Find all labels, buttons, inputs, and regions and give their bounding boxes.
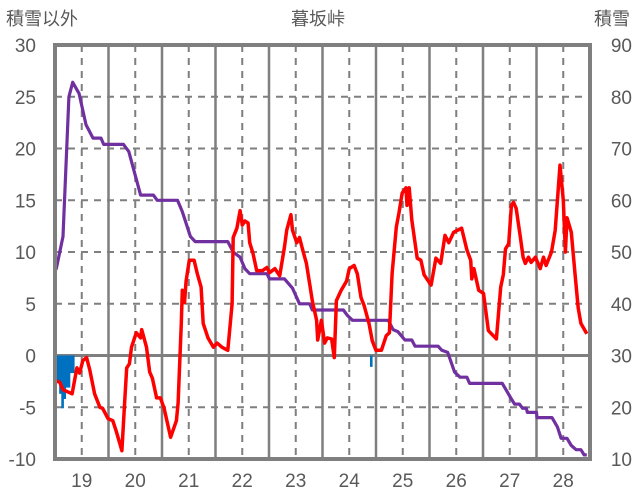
y-left-tick-label: 10 [15, 243, 36, 264]
y-left-tick-label: 30 [15, 36, 36, 57]
x-tick-label: 27 [499, 471, 520, 492]
right-axis-label: 積雪 [594, 9, 630, 30]
precip-bar [63, 355, 67, 399]
y-left-tick-label: -5 [19, 398, 36, 419]
y-right-tick-label: 60 [611, 191, 632, 212]
precip-bar [69, 355, 73, 374]
y-left-tick-label: 25 [15, 88, 36, 109]
snow-depth-line [54, 80, 587, 457]
y-left-tick-label: 5 [25, 295, 36, 316]
x-tick-label: 19 [71, 471, 92, 492]
precip-bar [57, 355, 60, 381]
grid [55, 45, 590, 459]
left-axis-label: 積雪以外 [6, 9, 78, 30]
y-left-tick-label: 15 [15, 191, 36, 212]
precip-bars [54, 355, 373, 409]
precip-bar [65, 355, 69, 388]
x-tick-label: 22 [232, 471, 253, 492]
precip-bar [61, 355, 64, 409]
x-tick-label: 25 [392, 471, 413, 492]
precip-bar [59, 355, 62, 394]
x-tick-label: 23 [285, 471, 306, 492]
temperature-line [54, 163, 589, 453]
precip-bar [67, 355, 71, 388]
y-right-tick-label: 90 [611, 36, 632, 57]
y-right-tick-label: 80 [611, 88, 632, 109]
y-right-tick-label: 50 [611, 243, 632, 264]
y-right-tick-label: 40 [611, 295, 632, 316]
y-right-tick-label: 10 [611, 450, 632, 471]
x-tick-label: 28 [553, 471, 574, 492]
precip-bar [71, 355, 75, 374]
y-right-tick-label: 20 [611, 398, 632, 419]
x-tick-label: 26 [446, 471, 467, 492]
chart-title: 暮坂峠 [291, 9, 345, 30]
precip-bar [369, 355, 373, 367]
y-left-tick-label: 0 [25, 347, 36, 368]
x-tick-label: 21 [178, 471, 199, 492]
y-right-tick-label: 30 [611, 347, 632, 368]
x-tick-label: 24 [339, 471, 361, 492]
y-left-tick-label: -10 [9, 450, 36, 471]
y-right-tick-label: 70 [611, 140, 632, 161]
plot-frame [53, 43, 592, 461]
x-tick-label: 20 [125, 471, 146, 492]
series-lines [54, 80, 589, 457]
y-left-tick-label: 20 [15, 140, 36, 161]
